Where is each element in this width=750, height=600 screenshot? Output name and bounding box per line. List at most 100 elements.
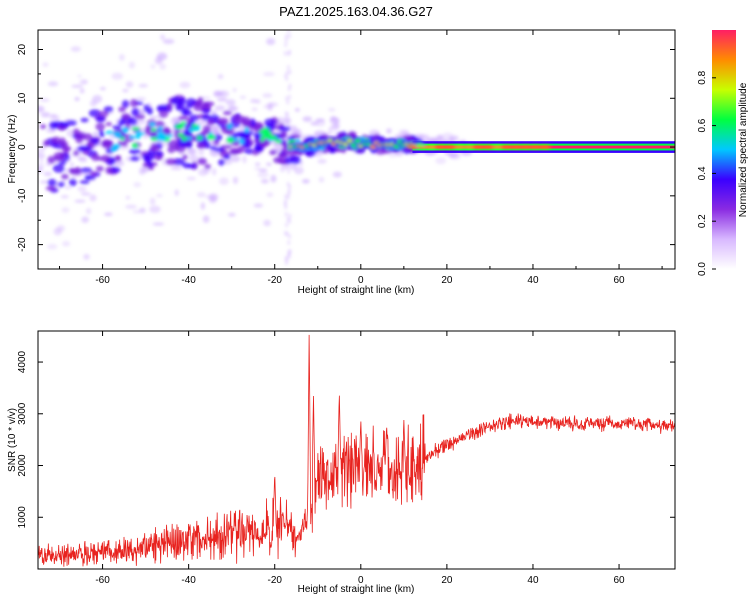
spectrogram-cell [131, 126, 140, 131]
snr-y-tick-label: 4000 [17, 350, 28, 373]
spectrogram-cell [286, 181, 290, 187]
spectrogram-cell [125, 81, 134, 88]
spectrogram-cell [290, 127, 300, 134]
spectrogram-cell [91, 153, 100, 162]
spectrogram-cell [151, 130, 157, 140]
snr-x-tick-label: -40 [181, 575, 196, 586]
spectrogram-cell [47, 81, 59, 87]
spectrogram-cell [64, 185, 72, 190]
spectrogram-cell [156, 131, 165, 137]
spectrogram-cell [289, 163, 298, 170]
spectrogram-cell [98, 130, 104, 135]
spectrogram-cell [242, 155, 247, 164]
spectrogram-cell [238, 138, 245, 145]
spectrogram-cell [330, 116, 337, 121]
spectrogram-x-tick-label: 40 [527, 275, 539, 286]
spectrogram-cell [285, 118, 289, 124]
spectrogram-cell [66, 129, 75, 137]
spectrogram-cell [217, 117, 229, 123]
spectrogram-cell [232, 88, 237, 92]
spectrogram-cell [119, 136, 125, 141]
spectrogram-x-tick-label: 60 [613, 275, 625, 286]
spectrogram-cell [285, 164, 289, 170]
spectrogram-cell [260, 138, 265, 142]
spectrogram-cell [175, 123, 184, 130]
spectrogram-cell [128, 61, 135, 69]
spectrogram-cell [253, 203, 264, 208]
spectrogram-cell [333, 130, 339, 136]
spectrogram-cell [436, 135, 444, 143]
spectrogram-cell [200, 202, 206, 210]
spectrogram-cell [197, 157, 207, 165]
spectrogram-cell [47, 156, 56, 164]
spectrogram-cell [196, 135, 203, 141]
spectrogram-cell [318, 176, 325, 183]
spectrogram-cell [95, 122, 106, 131]
spectrogram-cell [186, 140, 193, 149]
spectrogram-cell [491, 145, 504, 150]
spectrogram-cell [196, 191, 206, 198]
spectrogram-cell [214, 105, 226, 111]
spectrogram-cell [257, 171, 269, 178]
spectrogram-cell [284, 260, 288, 266]
spectrogram-x-tick-label: -60 [95, 275, 110, 286]
snr-x-tick-label: -60 [95, 575, 110, 586]
spectrogram-cell [166, 134, 174, 138]
spectrogram-cell [196, 142, 207, 149]
spectrogram-cell [155, 150, 164, 157]
spectrogram-cell [201, 114, 212, 121]
spectrogram-cell [191, 124, 199, 128]
spectrogram-cell [188, 154, 199, 162]
spectrogram-cell [130, 156, 140, 162]
spectrogram-cell [118, 53, 125, 61]
spectrogram-cell [218, 90, 230, 98]
spectrogram-cell [104, 212, 113, 216]
colorbar-tick-label: 0.8 [697, 70, 708, 84]
spectrogram-y-label: Frequency (Hz) [7, 115, 18, 184]
spectrogram-cell [61, 207, 70, 213]
spectrogram-cell [278, 125, 291, 132]
spectrogram-cell [170, 166, 182, 170]
spectrogram-cell [244, 127, 249, 133]
spectrogram-cell [157, 137, 167, 142]
spectrogram-cell [287, 254, 291, 260]
spectrogram-cell [89, 100, 98, 107]
spectrogram-cell [463, 145, 476, 150]
spectrogram-cell [150, 64, 156, 69]
spectrogram-cell [286, 99, 290, 105]
spectrogram-x-tick-label: 20 [441, 275, 453, 286]
spectrogram-cell [111, 72, 124, 80]
spectrogram-cell [160, 34, 165, 40]
spectrogram-cell [332, 171, 342, 178]
spectrogram-cell [285, 222, 289, 228]
spectrogram-cell [226, 137, 235, 143]
spectrogram-cell [115, 155, 122, 162]
spectrogram-cell [287, 234, 291, 240]
colorbar-ticks: 0.0 0.2 0.4 0.6 0.8 [697, 70, 716, 276]
spectrogram-cell [279, 165, 286, 173]
spectrogram-cell [228, 149, 240, 155]
spectrogram-cell [135, 114, 146, 120]
spectrogram-cell [258, 168, 268, 172]
spectrogram-cell [254, 162, 261, 167]
spectrogram-cell [217, 74, 224, 80]
spectrogram-cell [165, 158, 177, 165]
spectrogram-cell [228, 213, 236, 217]
colorbar-gradient [712, 30, 736, 269]
spectrogram-cell [79, 180, 90, 185]
spectrogram-y-tick-label: -20 [17, 237, 28, 252]
spectrogram-cell [58, 121, 69, 127]
spectrogram-cell [287, 191, 291, 197]
spectrogram-cell [295, 138, 301, 144]
spectrogram-cell [47, 243, 58, 250]
spectrogram-cell [249, 118, 256, 127]
spectrogram-cell [270, 174, 277, 183]
spectrogram-cell [85, 175, 91, 180]
spectrogram-cell [284, 111, 288, 117]
spectrogram-cell [149, 205, 161, 214]
spectrogram-cell [223, 154, 231, 160]
spectrogram-cell [162, 38, 175, 44]
spectrogram-cell [149, 122, 156, 127]
spectrogram-cell [232, 132, 239, 139]
spectrogram-cell [310, 121, 319, 126]
